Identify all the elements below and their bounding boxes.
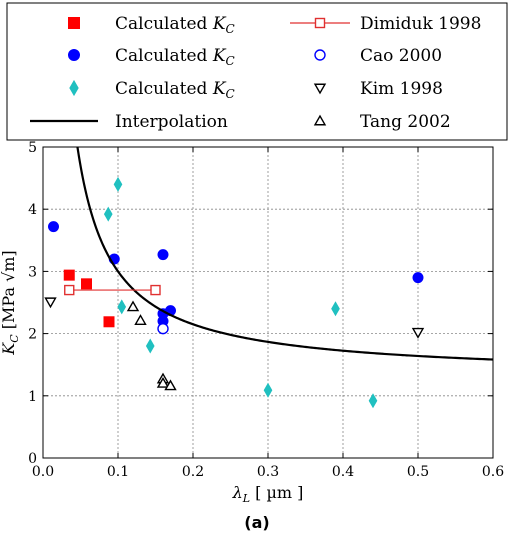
x-tick-label: 0.2 bbox=[182, 464, 204, 480]
data-point bbox=[103, 316, 115, 328]
data-point bbox=[412, 272, 424, 284]
series-5 bbox=[157, 322, 169, 335]
legend: Calculated KC Calculated KC Calculated KC I… bbox=[6, 2, 508, 141]
legend-box bbox=[6, 2, 508, 141]
series-0 bbox=[63, 269, 115, 328]
series-4 bbox=[64, 284, 161, 296]
legend-label: Calculated KC bbox=[115, 46, 235, 68]
data-point bbox=[263, 382, 273, 398]
data-point bbox=[157, 322, 169, 335]
data-point bbox=[63, 269, 75, 281]
legend-marker bbox=[313, 114, 327, 126]
x-tick-label: 0.5 bbox=[407, 464, 429, 480]
x-tick-label: 0.0 bbox=[32, 464, 54, 480]
data-point bbox=[164, 379, 177, 391]
data-point bbox=[331, 301, 340, 317]
legend-marker bbox=[313, 83, 327, 95]
interpolation-curve bbox=[76, 147, 493, 361]
plot-background bbox=[43, 147, 493, 458]
series-3 bbox=[76, 147, 493, 361]
data-point bbox=[48, 221, 59, 233]
legend-marker bbox=[68, 17, 80, 29]
legend-label: Interpolation bbox=[115, 112, 228, 132]
y-axis-label: KC [MPa √m] bbox=[0, 250, 21, 355]
data-point bbox=[157, 249, 169, 261]
data-point bbox=[117, 299, 127, 315]
axes: 0.0 0.1 0.2 0.3 0.4 0.5 0.6 0 1 2 3 4 5 λL [ µm ] KC [… bbox=[0, 140, 504, 505]
y-tick-label: 1 bbox=[28, 389, 37, 405]
x-tick-label: 0.4 bbox=[332, 464, 354, 480]
legend-label: Tang 2002 bbox=[360, 112, 451, 132]
data-point bbox=[81, 278, 92, 290]
data-point bbox=[150, 284, 161, 296]
data-point bbox=[134, 314, 147, 325]
data-point bbox=[411, 327, 425, 339]
data-point bbox=[64, 284, 75, 296]
legend-label: Dimiduk 1998 bbox=[360, 14, 481, 34]
data-point bbox=[113, 176, 123, 192]
legend-label: Calculated KC bbox=[115, 14, 235, 36]
data-point bbox=[368, 393, 378, 409]
legend-marker bbox=[69, 79, 79, 97]
data-point bbox=[44, 297, 57, 309]
legend-marker bbox=[314, 17, 326, 29]
legend-marker bbox=[314, 49, 326, 61]
legend-label: Cao 2000 bbox=[360, 46, 442, 66]
plot-area bbox=[43, 147, 493, 458]
legend-label: Kim 1998 bbox=[360, 79, 443, 99]
y-tick-label: 5 bbox=[28, 140, 37, 156]
series-2 bbox=[103, 176, 378, 409]
y-tick-label: 2 bbox=[28, 327, 37, 343]
series-7 bbox=[126, 300, 177, 391]
x-tick-label: 0.6 bbox=[482, 464, 504, 480]
series-6 bbox=[44, 297, 425, 339]
x-tick-label: 0.1 bbox=[107, 464, 129, 480]
y-tick-label: 4 bbox=[28, 202, 37, 218]
data-point bbox=[145, 338, 155, 354]
x-axis-label: λL [ µm ] bbox=[232, 483, 304, 505]
figure-caption: (a) bbox=[244, 513, 269, 532]
data-point bbox=[103, 206, 113, 222]
legend-label: Calculated KC bbox=[115, 79, 235, 101]
y-tick-label: 0 bbox=[28, 451, 37, 467]
x-tick-label: 0.3 bbox=[257, 464, 279, 480]
data-point bbox=[156, 376, 170, 388]
data-point bbox=[126, 300, 140, 312]
y-tick-label: 3 bbox=[28, 264, 37, 280]
legend-marker bbox=[68, 49, 80, 61]
